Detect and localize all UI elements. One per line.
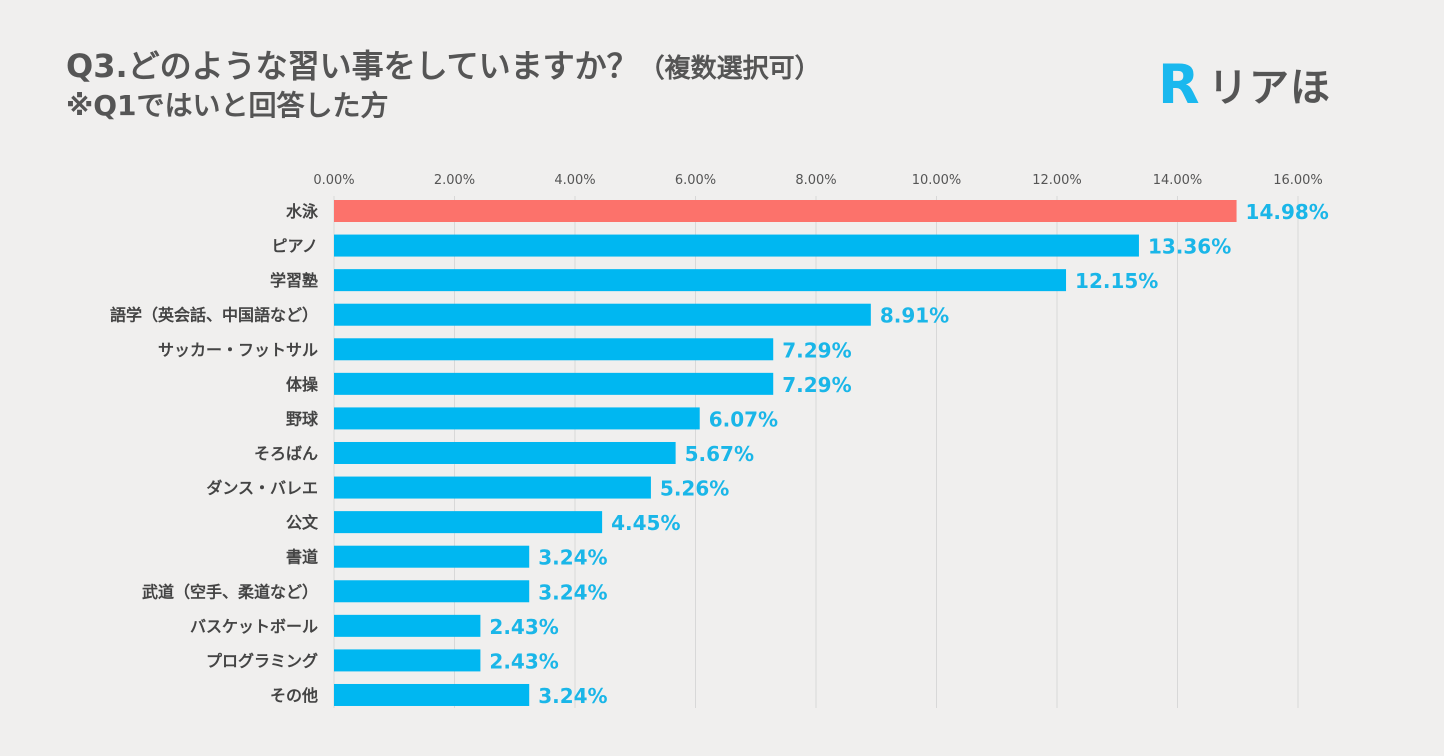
x-tick-label: 16.00% bbox=[1273, 173, 1323, 188]
category-label: 公文 bbox=[286, 513, 319, 532]
bar bbox=[334, 234, 1139, 257]
category-label: 語学（英会話、中国語など） bbox=[110, 306, 318, 325]
value-label: 3.24% bbox=[538, 580, 607, 604]
title-suffix: （複数選択可） bbox=[638, 54, 821, 84]
value-label: 3.24% bbox=[538, 684, 607, 708]
category-label: その他 bbox=[270, 686, 318, 705]
bars bbox=[334, 200, 1237, 706]
x-tick-label: 2.00% bbox=[434, 173, 475, 188]
r-logo-icon: R bbox=[1158, 59, 1200, 109]
bar bbox=[334, 338, 774, 361]
brand-logo: R リアほ bbox=[1156, 56, 1331, 112]
x-tick-label: 10.00% bbox=[912, 173, 962, 188]
category-label: 書道 bbox=[286, 548, 318, 567]
bar bbox=[334, 372, 774, 395]
x-tick-label: 12.00% bbox=[1032, 173, 1082, 188]
bar bbox=[334, 407, 700, 430]
category-label: サッカー・フットサル bbox=[158, 340, 318, 359]
value-labels: 14.98%13.36%12.15%8.91%7.29%7.29%6.07%5.… bbox=[489, 200, 1328, 708]
x-tick-label: 6.00% bbox=[675, 173, 716, 188]
bar bbox=[334, 269, 1067, 292]
category-label: バスケットボール bbox=[190, 617, 318, 636]
value-label: 14.98% bbox=[1246, 200, 1329, 224]
category-label: 水泳 bbox=[286, 202, 319, 221]
bar bbox=[334, 200, 1237, 222]
value-label: 7.29% bbox=[782, 373, 851, 397]
value-label: 4.45% bbox=[611, 511, 680, 535]
value-label: 2.43% bbox=[489, 615, 558, 639]
x-tick-label: 14.00% bbox=[1153, 173, 1203, 188]
category-label: 野球 bbox=[286, 409, 319, 428]
category-label: プログラミング bbox=[206, 651, 318, 670]
category-label: 体操 bbox=[286, 375, 319, 394]
value-label: 12.15% bbox=[1075, 269, 1158, 293]
chart-subtitle: ※Q1ではいと回答した方 bbox=[66, 89, 389, 122]
value-label: 6.07% bbox=[709, 407, 778, 431]
value-label: 2.43% bbox=[489, 649, 558, 673]
bar bbox=[334, 476, 651, 499]
title-main: Q3.どのような習い事をしていますか？ bbox=[66, 47, 639, 85]
bar bbox=[334, 580, 530, 603]
category-label: 学習塾 bbox=[270, 271, 318, 290]
bar bbox=[334, 614, 481, 637]
value-label: 13.36% bbox=[1148, 235, 1231, 259]
logo-mark-letter: R bbox=[1158, 59, 1200, 109]
value-label: 7.29% bbox=[782, 338, 851, 362]
x-tick-label: 8.00% bbox=[795, 173, 836, 188]
x-tick-label: 4.00% bbox=[554, 173, 595, 188]
category-label: 武道（空手、柔道など） bbox=[142, 582, 318, 601]
value-label: 3.24% bbox=[538, 546, 607, 570]
bar bbox=[334, 303, 871, 326]
value-label: 5.67% bbox=[685, 442, 754, 466]
chart-title: Q3.どのような習い事をしていますか？（複数選択可） bbox=[66, 44, 821, 91]
category-label: ダンス・バレエ bbox=[206, 479, 318, 498]
bar bbox=[334, 511, 603, 534]
x-tick-label: 0.00% bbox=[313, 173, 354, 188]
value-label: 5.26% bbox=[660, 477, 729, 501]
bar bbox=[334, 441, 676, 464]
bar bbox=[334, 649, 481, 672]
bar bbox=[334, 683, 530, 706]
category-label: ピアノ bbox=[271, 237, 318, 256]
value-label: 8.91% bbox=[880, 304, 949, 328]
bar bbox=[334, 545, 530, 568]
logo-text: リアほ bbox=[1208, 65, 1331, 111]
x-axis-ticks: 0.00% 2.00% 4.00% 6.00% 8.00% 10.00% 12.00% 14.… bbox=[313, 173, 1322, 188]
category-label: そろばん bbox=[254, 444, 318, 463]
